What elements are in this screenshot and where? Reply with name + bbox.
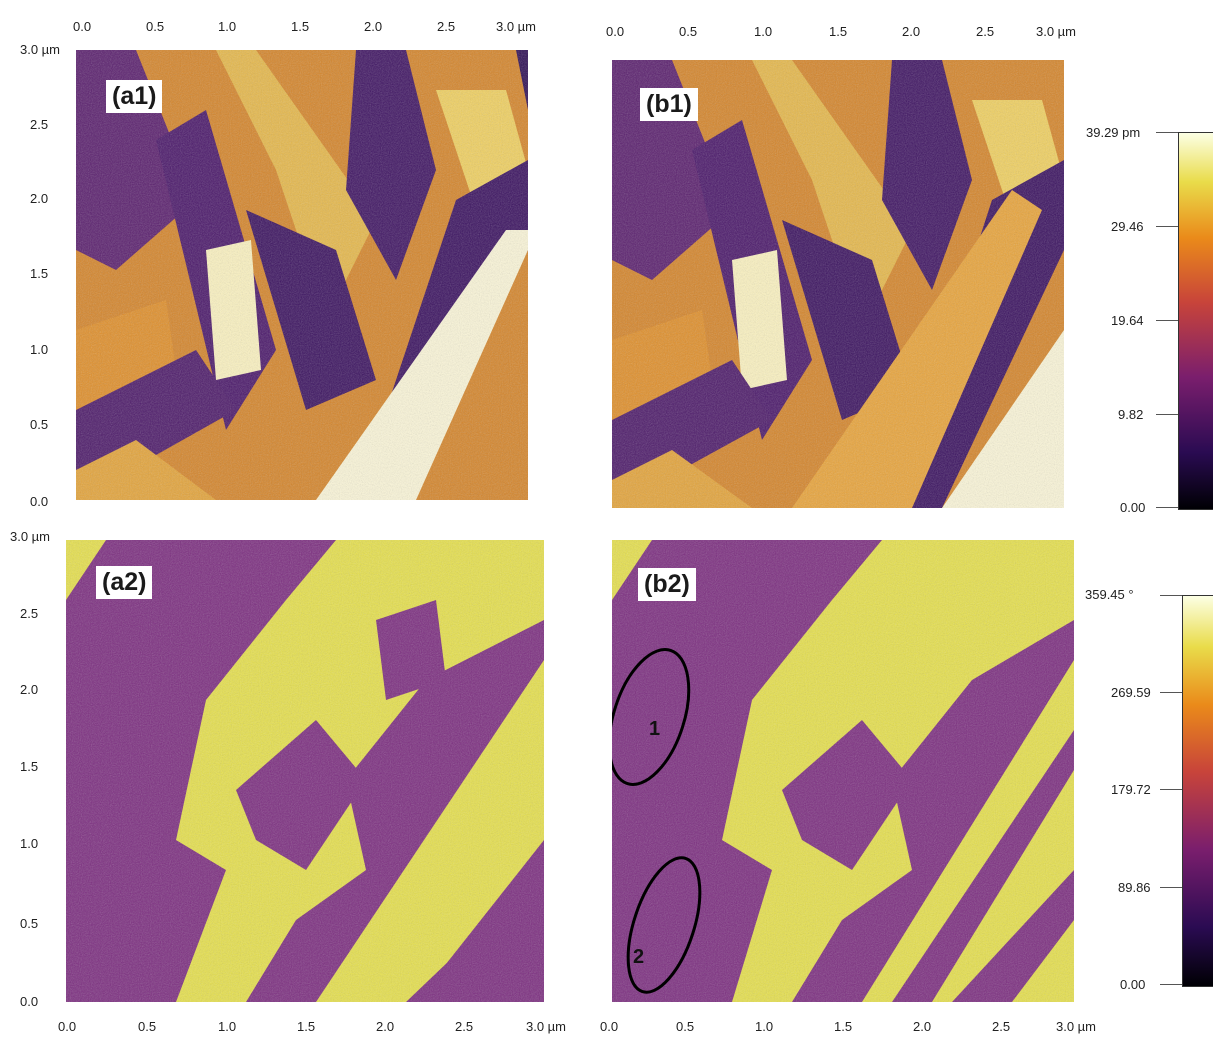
tick: 2.5 [30,117,49,132]
tick: 1.5 [297,1019,316,1034]
colorbar-tick [1160,595,1182,596]
amplitude-map-b1 [612,60,1064,508]
tick: 0.0 [30,494,49,509]
colorbar-tick [1156,320,1178,321]
tick: 0.0 [600,1019,619,1034]
tick: 2.5 [992,1019,1011,1034]
tick: 0.5 [30,417,49,432]
colorbar-tick [1156,132,1178,133]
tick: 0.0 [58,1019,77,1034]
tick: 1.5 [291,19,310,34]
panel-label-a2: (a2) [96,566,153,599]
tick: 2.0 [902,24,921,39]
tick: 1.5 [834,1019,853,1034]
colorbar-label: 0.00 [1120,977,1146,992]
colorbar-label: 9.82 [1118,407,1144,422]
colorbar-tick [1156,414,1178,415]
panel-b1: (b1) [612,60,1064,508]
tick: 2.0 [376,1019,395,1034]
tick: 0.0 [606,24,625,39]
tick: 3.0 µm [526,1019,567,1034]
colorbar-tick [1156,226,1178,227]
panel-label-b2: (b2) [638,568,696,601]
tick: 2.5 [20,606,39,621]
ellipse-label-2: 2 [633,946,645,968]
tick: 1.5 [829,24,848,39]
tick: 1.0 [755,1019,774,1034]
colorbar-label: 359.45 ° [1085,587,1134,602]
tick: 1.0 [20,836,39,851]
colorbar-label: 19.64 [1111,313,1144,328]
tick: 0.5 [146,19,165,34]
tick: 0.5 [20,916,39,931]
tick: 2.5 [455,1019,474,1034]
ellipse-1 [612,648,691,786]
tick: 3.0 µm [20,42,61,57]
ellipse-2 [626,856,702,994]
tick: 1.0 [218,1019,237,1034]
colorbar-tick [1160,984,1182,985]
colorbar-tick [1160,692,1182,693]
panel-a1: (a1) [76,50,528,500]
tick: 2.5 [437,19,456,34]
colorbar-label: 39.29 pm [1086,125,1141,140]
phase-map-b2 [612,540,1074,1002]
phase-map-a2 [66,540,544,1002]
tick: 2.0 [30,191,49,206]
panel-b2: (b2) 1 2 [612,540,1074,1002]
colorbar-label: 0.00 [1120,500,1146,515]
tick: 3.0 µm [1036,24,1077,39]
tick: 0.5 [679,24,698,39]
tick: 0.5 [138,1019,157,1034]
colorbar-label: 269.59 [1111,685,1151,700]
tick: 2.5 [976,24,995,39]
amplitude-map-a1 [76,50,528,500]
tick: 0.0 [73,19,92,34]
panel-label-b1: (b1) [640,88,698,121]
colorbar-tick [1160,887,1182,888]
tick: 2.0 [913,1019,932,1034]
tick: 1.0 [30,342,49,357]
tick: 1.5 [30,266,49,281]
tick: 0.0 [20,994,39,1009]
colorbar-tick [1156,507,1178,508]
colorbar-label: 29.46 [1111,219,1144,234]
colorbar-tick [1160,789,1182,790]
colorbar-label: 179.72 [1111,782,1151,797]
tick: 3.0 µm [1056,1019,1097,1034]
tick: 1.0 [218,19,237,34]
tick: 3.0 µm [496,19,537,34]
tick: 1.5 [20,759,39,774]
colorbar-label: 89.86 [1118,880,1151,895]
tick: 2.0 [364,19,383,34]
ellipse-label-1: 1 [649,718,661,740]
panel-a2: (a2) [66,540,544,1002]
colorbar-phase [1182,595,1213,987]
tick: 2.0 [20,682,39,697]
panel-label-a1: (a1) [106,80,163,113]
tick: 0.5 [676,1019,695,1034]
tick: 1.0 [754,24,773,39]
colorbar-amplitude [1178,132,1213,510]
tick: 3.0 µm [10,529,51,544]
